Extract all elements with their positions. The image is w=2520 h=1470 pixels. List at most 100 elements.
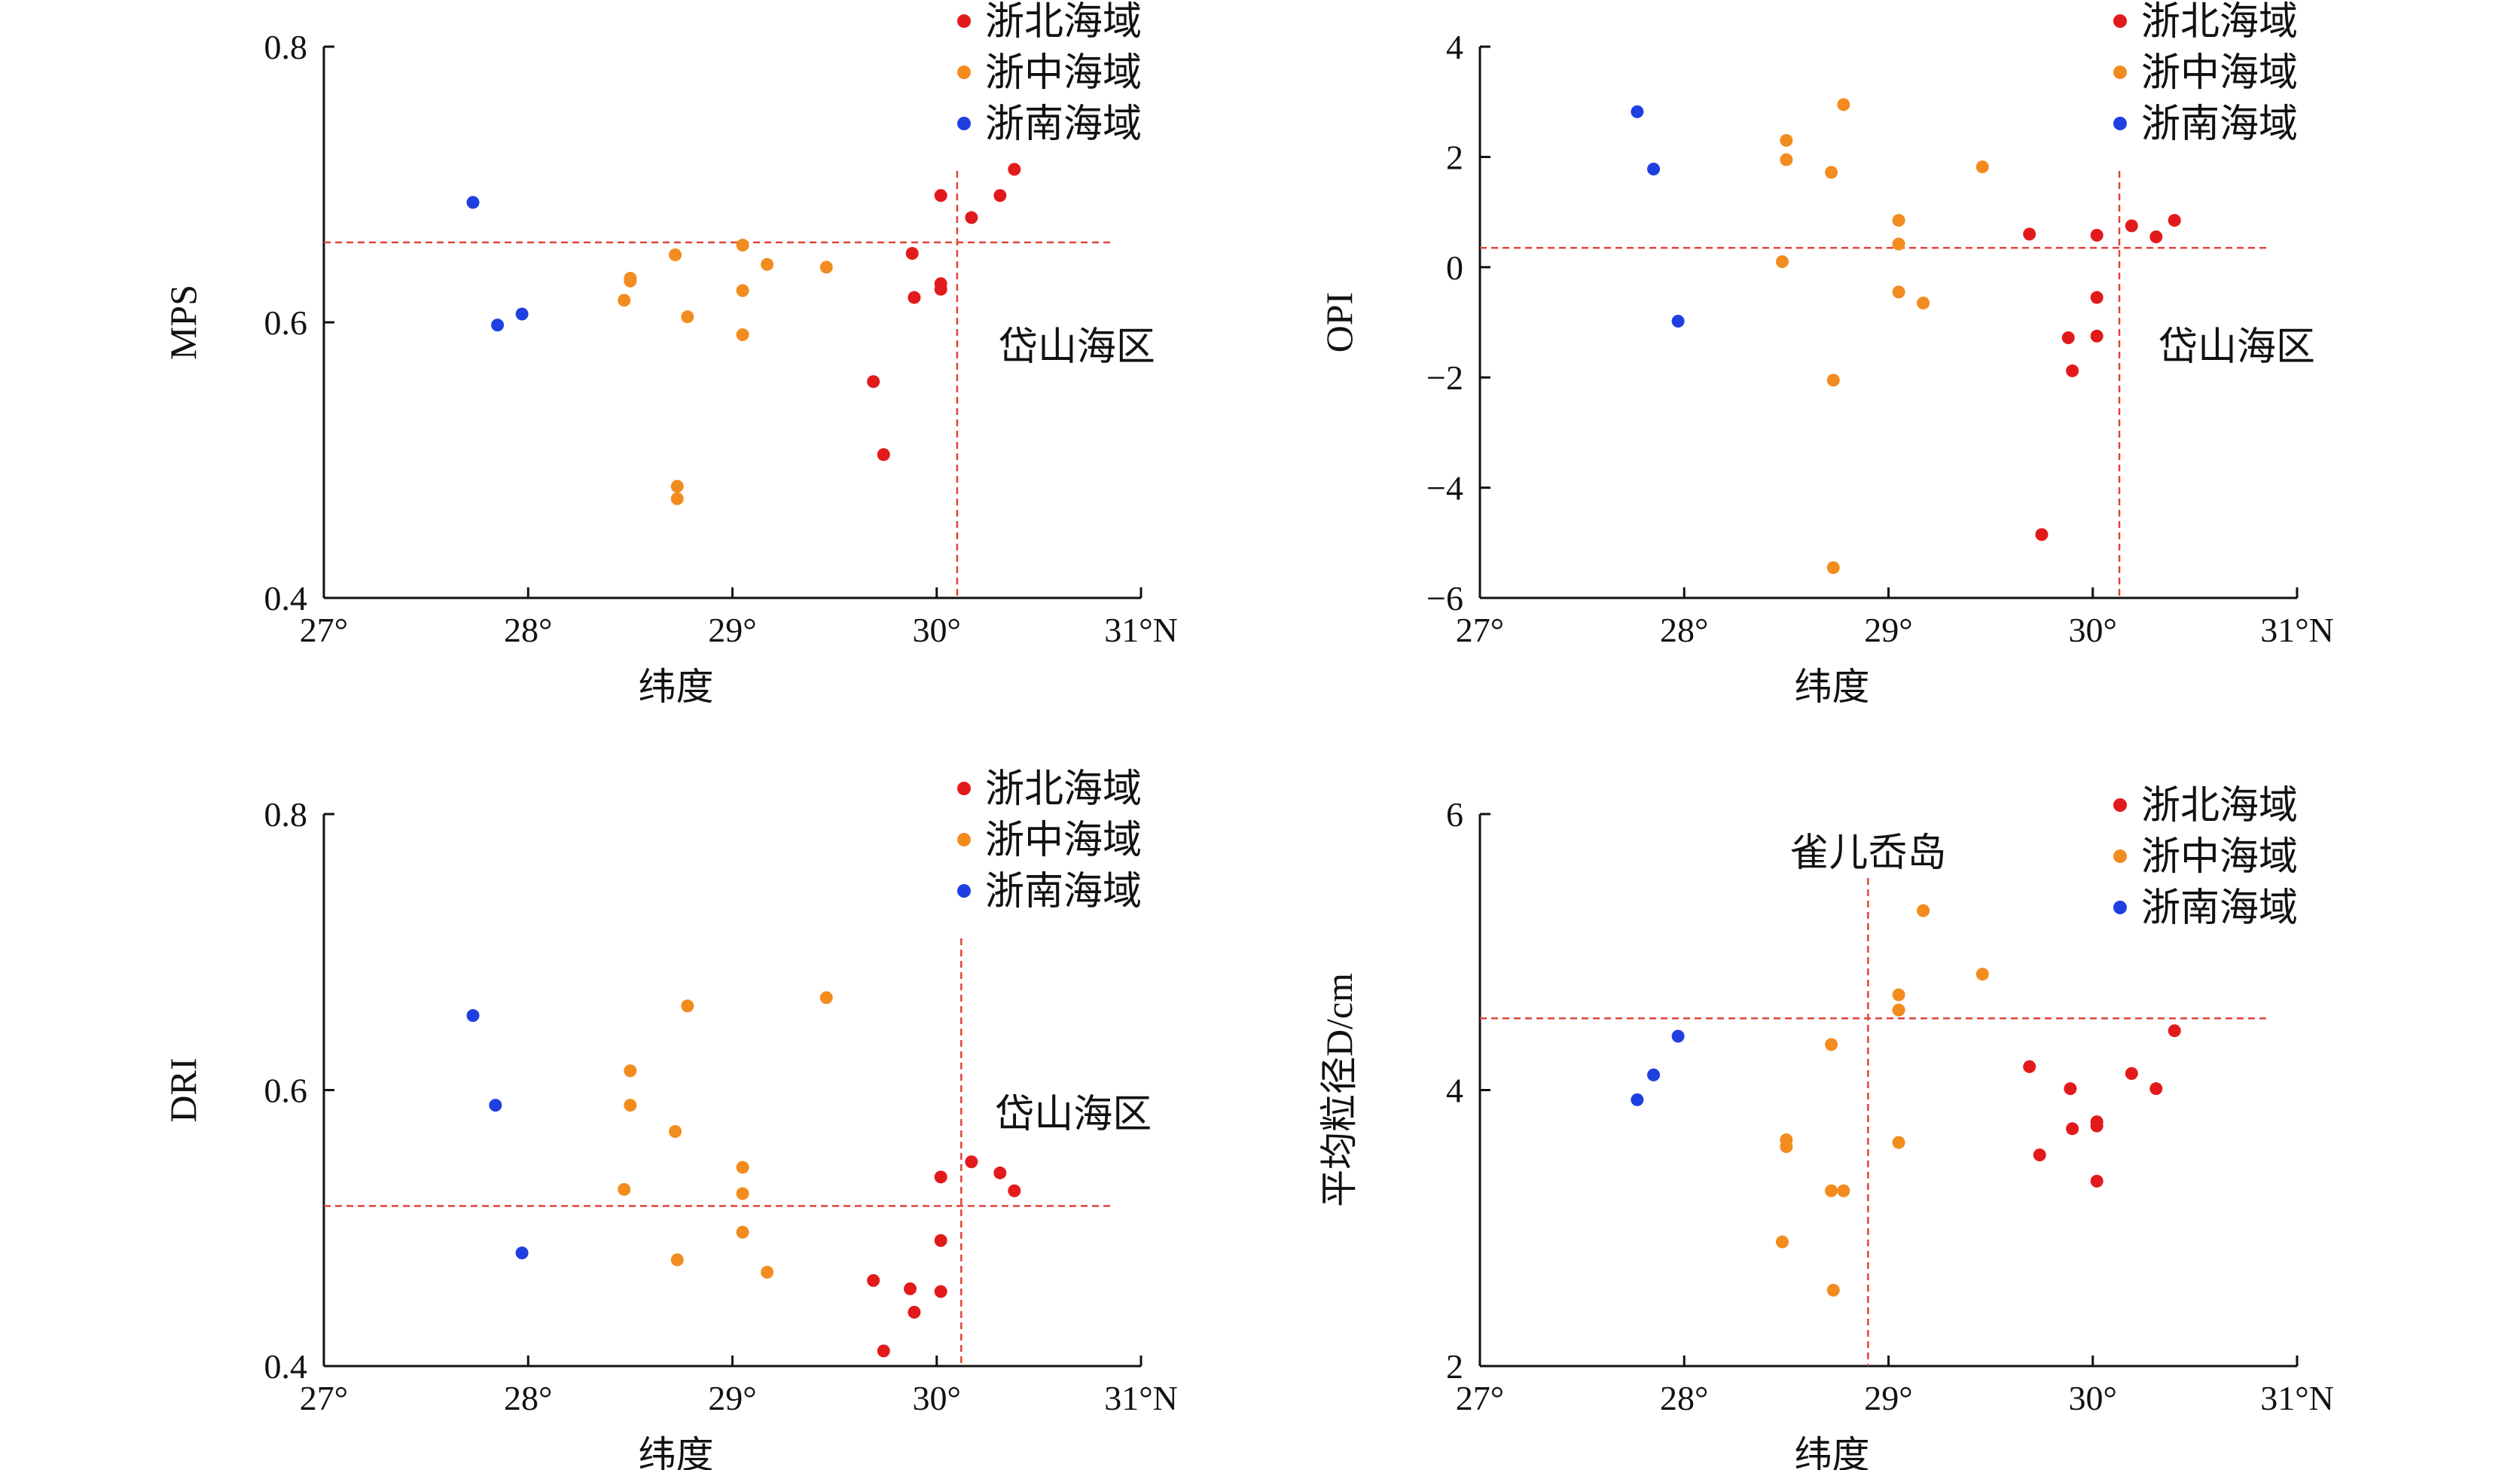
- data-point-central: [624, 271, 637, 285]
- data-point-central: [618, 1182, 631, 1196]
- data-point-south: [1647, 1068, 1661, 1081]
- data-point-south: [466, 196, 480, 209]
- data-point-central: [670, 1253, 684, 1267]
- data-point-north: [2149, 230, 2163, 244]
- x-axis-label: 纬度: [1795, 666, 1870, 708]
- data-point-north: [934, 1234, 947, 1247]
- data-point-north: [877, 1344, 890, 1358]
- region-annotation: 雀儿岙岛: [1789, 832, 1946, 875]
- x-tick-label: 28°: [504, 1379, 552, 1417]
- data-point-central: [1917, 296, 1930, 310]
- data-point-north: [965, 211, 978, 224]
- data-point-central: [618, 294, 631, 307]
- data-point-north: [934, 1170, 947, 1184]
- data-point-south: [515, 307, 529, 321]
- data-point-north: [905, 247, 919, 260]
- data-point-central: [1826, 561, 1840, 575]
- y-tick-label: 0.4: [264, 579, 308, 618]
- chart-panel-1: 0.4 0.6 0.8 27° 28° 29° 30° 31°N 纬度 MPS 岱山海区 浙北海域浙中…: [162, 1, 1178, 708]
- x-tick-label: 27°: [1456, 1379, 1504, 1417]
- x-tick-label: 27°: [300, 611, 348, 649]
- data-point-north: [993, 189, 1007, 203]
- data-point-central: [736, 328, 749, 341]
- x-tick-label: 30°: [2069, 611, 2117, 649]
- data-point-central: [681, 310, 694, 324]
- x-tick-label: 29°: [708, 611, 756, 649]
- x-tick-label: 31°N: [1104, 1379, 1178, 1417]
- data-point-central: [819, 261, 833, 274]
- data-point-north: [934, 189, 947, 203]
- legend-label: 浙北海域: [985, 768, 1142, 811]
- data-point-central: [736, 284, 749, 297]
- y-tick-label: 4: [1446, 28, 1463, 66]
- data-point-central: [736, 239, 749, 252]
- data-point-north: [2168, 214, 2181, 227]
- x-tick-label: 31°N: [2260, 1379, 2334, 1417]
- legend-label: 浙南海域: [2141, 103, 2298, 146]
- legend-label: 浙中海域: [985, 52, 1142, 95]
- data-point-north: [2090, 329, 2104, 343]
- y-axis-label: OPI: [1318, 292, 1360, 353]
- data-point-north: [877, 448, 890, 462]
- y-tick-label: 2: [1446, 138, 1463, 176]
- y-tick-label: 4: [1446, 1072, 1463, 1110]
- data-point-central: [1917, 904, 1930, 917]
- legend-marker: [957, 66, 971, 79]
- data-point-central: [1837, 1184, 1850, 1197]
- data-point-central: [1975, 968, 1989, 981]
- x-tick-label: 29°: [1864, 1379, 1912, 1417]
- x-tick-label: 27°: [300, 1379, 348, 1417]
- x-tick-label: 30°: [2069, 1379, 2117, 1417]
- data-point-north: [993, 1166, 1007, 1179]
- data-point-south: [1631, 105, 1644, 118]
- data-point-central: [761, 258, 774, 271]
- x-tick-label: 30°: [913, 1379, 961, 1417]
- legend-marker: [2113, 117, 2127, 130]
- data-point-north: [2064, 1082, 2077, 1096]
- legend-marker: [957, 117, 971, 130]
- data-point-south: [1671, 315, 1685, 328]
- legend-marker: [957, 884, 971, 898]
- legend-label: 浙北海域: [2141, 785, 2298, 828]
- x-tick-label: 31°N: [2260, 611, 2334, 649]
- data-point-north: [867, 1273, 880, 1287]
- legend-marker: [957, 782, 971, 795]
- data-point-north: [908, 1306, 921, 1319]
- data-point-north: [2090, 1119, 2104, 1133]
- legend-label: 浙北海域: [2141, 1, 2298, 44]
- data-point-north: [2090, 291, 2104, 304]
- x-tick-label: 31°N: [1104, 611, 1178, 649]
- data-point-north: [2066, 1122, 2079, 1136]
- data-point-central: [1775, 255, 1789, 268]
- legend-label: 浙南海域: [2141, 887, 2298, 930]
- x-axis-label: 纬度: [639, 1434, 714, 1470]
- data-point-central: [1775, 1235, 1789, 1249]
- region-annotation: 岱山海区: [995, 1093, 1152, 1136]
- data-point-central: [1780, 1140, 1793, 1154]
- data-point-central: [1892, 1003, 1905, 1017]
- y-tick-label: 2: [1446, 1347, 1463, 1386]
- data-point-central: [624, 1064, 637, 1078]
- legend-marker: [957, 14, 971, 28]
- data-point-central: [736, 1187, 749, 1200]
- data-point-central: [670, 480, 684, 493]
- legend-label: 浙中海域: [2141, 836, 2298, 879]
- y-tick-label: 0.6: [264, 1072, 308, 1110]
- x-tick-label: 29°: [1864, 611, 1912, 649]
- data-point-central: [624, 1099, 637, 1112]
- data-point-north: [934, 1285, 947, 1298]
- data-point-central: [1826, 1283, 1840, 1297]
- x-axis-label: 纬度: [1795, 1434, 1870, 1470]
- chart-panel-2: −6 −4 −2 0 2 4 27° 28° 29° 30° 31°N 纬度 OPI 岱山海区 浙北海域浙中…: [1318, 1, 2334, 708]
- data-point-north: [1008, 1184, 1021, 1197]
- data-point-central: [1826, 374, 1840, 387]
- x-tick-label: 28°: [1660, 1379, 1708, 1417]
- legend-marker: [2113, 66, 2127, 79]
- data-point-south: [491, 319, 505, 332]
- y-tick-label: 6: [1446, 795, 1463, 834]
- data-point-north: [867, 375, 880, 389]
- data-point-central: [1892, 237, 1905, 251]
- data-point-central: [736, 1225, 749, 1239]
- y-tick-label: 0.8: [264, 28, 308, 66]
- data-point-central: [1975, 160, 1989, 174]
